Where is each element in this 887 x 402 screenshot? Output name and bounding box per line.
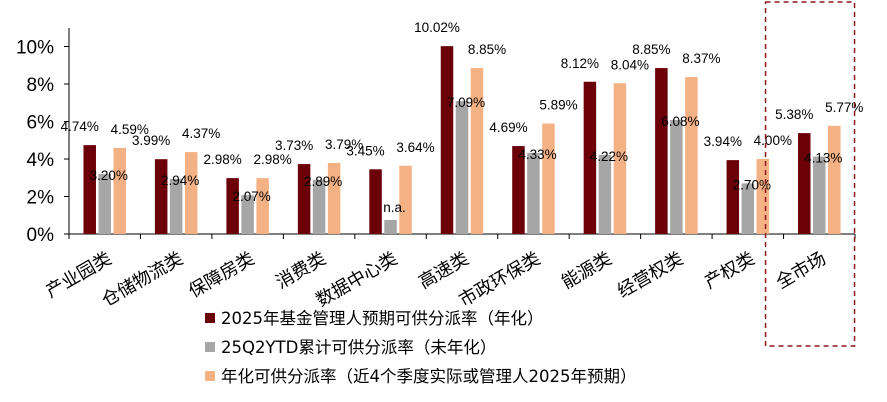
data-label: 5.77%: [825, 100, 863, 115]
x-category-label: 消费类: [272, 248, 329, 293]
data-label: 3.99%: [132, 133, 170, 148]
x-category-label: 高速类: [415, 248, 472, 293]
data-label: 3.20%: [90, 168, 128, 183]
highlight-rect: [764, 1, 856, 347]
data-label: 4.69%: [489, 120, 527, 135]
data-label: 4.59%: [111, 122, 149, 137]
data-label: 2.70%: [733, 177, 771, 192]
bar: [655, 68, 668, 234]
data-label: 2.07%: [232, 189, 270, 204]
bar: [828, 125, 841, 234]
bar: [327, 162, 341, 234]
data-label: 4.22%: [590, 149, 628, 164]
y-tick-label: 10%: [16, 38, 54, 59]
bar: [542, 123, 555, 234]
bar: [470, 68, 484, 234]
x-category-label: 能源类: [558, 248, 615, 293]
bar: [83, 145, 96, 234]
x-axis: 产业园类仓储物流类保障房类 消费类数据中心类 高速类市政环保类 能源类经营权类 产权类全…: [42, 233, 856, 311]
data-label: 8.12%: [561, 56, 599, 71]
data-label: 3.64%: [396, 140, 434, 155]
bar: [369, 169, 382, 234]
x-category-label: 仓储物流类: [98, 248, 186, 311]
bar: [226, 178, 239, 234]
bar: [256, 178, 269, 234]
data-label: 4.33%: [518, 147, 556, 162]
bar: [813, 156, 826, 234]
data-label: 8.85%: [632, 42, 670, 57]
bar: [113, 147, 126, 234]
bar: [798, 133, 811, 234]
data-label: 2.94%: [161, 173, 199, 188]
x-category-label: 数据中心类: [313, 248, 401, 311]
legend-label: 25Q2YTD累计可供分派率（未年化）: [221, 338, 496, 357]
data-label: 10.02%: [414, 20, 460, 35]
data-label: 4.37%: [182, 126, 220, 141]
bar: [297, 164, 311, 234]
data-label: 2.89%: [304, 174, 342, 189]
x-category-label: 产权类: [701, 248, 758, 293]
data-label: 8.37%: [682, 51, 720, 66]
data-label: 3.73%: [275, 138, 313, 153]
bar: [756, 159, 770, 234]
bar: [241, 195, 254, 234]
bar: [184, 152, 198, 234]
data-label: 5.89%: [539, 98, 577, 113]
legend: 2025年基金管理人预期可供分派率（年化） 25Q2YTD累计可供分派率（未年化）…: [205, 309, 637, 386]
legend-swatch: [205, 371, 215, 381]
data-label: 2.98%: [253, 152, 291, 167]
bar: [598, 154, 612, 234]
legend-swatch: [205, 342, 215, 352]
data-label: 3.94%: [704, 134, 742, 149]
data-label: 3.79%: [325, 137, 363, 152]
data-label: 4.00%: [754, 133, 792, 148]
data-label: 4.74%: [61, 119, 99, 134]
x-category-label: 全市场: [773, 248, 830, 293]
bar: [583, 81, 597, 234]
bar: [312, 179, 326, 234]
bar-group: [83, 46, 841, 234]
legend-label: 2025年基金管理人预期可供分派率（年化）: [221, 309, 544, 328]
y-tick-label: 2%: [27, 188, 55, 209]
legend-swatch: [205, 313, 215, 323]
bar: [399, 165, 412, 234]
bar: [613, 83, 627, 234]
bar: [384, 219, 397, 234]
data-label: n.a.: [383, 200, 406, 215]
y-tick-label: 6%: [27, 113, 55, 134]
bar: [670, 120, 683, 234]
highlight-box: [764, 1, 856, 347]
y-tick-label: 4%: [27, 150, 55, 171]
data-label: 5.38%: [775, 107, 813, 122]
bar: [154, 159, 168, 234]
bar: [455, 101, 469, 234]
data-label: 2.98%: [203, 152, 241, 167]
y-tick-label: 0%: [27, 225, 55, 246]
y-tick-label: 8%: [27, 75, 55, 96]
bar: [527, 152, 540, 234]
x-category-label: 市政环保类: [456, 248, 544, 311]
data-label: 8.04%: [611, 57, 649, 72]
data-label: 3.45%: [346, 143, 384, 158]
bar: [512, 146, 525, 234]
bar: [741, 183, 755, 234]
x-category-label: 经营权类: [614, 248, 687, 302]
data-label: 8.85%: [468, 42, 506, 57]
legend-label: 年化可供分派率（近4个季度实际或管理人2025年预期）: [221, 367, 637, 386]
y-axis: 0% 2% 4% 6% 8% 10%: [16, 28, 70, 246]
x-category-label: 保障房类: [185, 248, 258, 302]
bar: [726, 160, 740, 234]
bar: [169, 178, 183, 234]
data-labels: 4.74%3.99%2.98%3.73% 3.45%10.02%4.69%8.12…: [61, 20, 864, 215]
bar: [685, 77, 698, 234]
bar: [98, 174, 111, 234]
data-label: 7.09%: [447, 95, 485, 110]
bar: [440, 46, 454, 234]
data-label: 6.08%: [661, 114, 699, 129]
data-label: 4.13%: [804, 151, 842, 166]
